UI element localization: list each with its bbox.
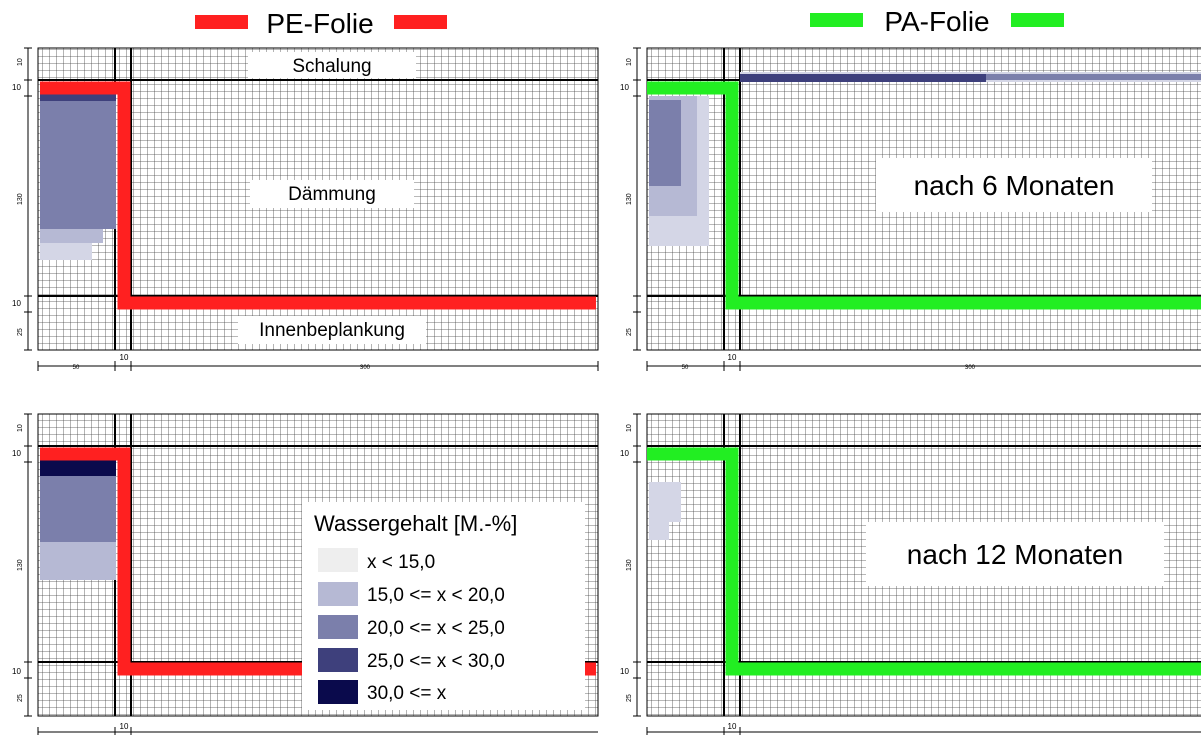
pe-foil-line xyxy=(40,81,596,310)
horizontal-dimension xyxy=(646,727,1201,735)
vertical-dimension xyxy=(633,413,641,717)
legend-label-5: 30,0 <= x xyxy=(367,683,447,704)
moisture-zone xyxy=(40,229,103,243)
horizontal-dimension xyxy=(37,727,598,735)
panel-pa-6-months: nach 6 Monaten 10 10 130 25 50 10 300 xyxy=(620,47,1201,371)
horizontal-dimension xyxy=(37,361,599,371)
dim-top-tick: 10 xyxy=(626,58,633,66)
legend-label-4: 25,0 <= x < 30,0 xyxy=(367,651,505,672)
dim-10: 10 xyxy=(620,449,629,458)
legend-label-3: 20,0 <= x < 25,0 xyxy=(367,618,505,639)
dim-10-lower: 10 xyxy=(12,299,21,308)
panel-pe-6-months: Schalung Dämmung Innenbeplankung 10 10 1… xyxy=(12,47,599,371)
formwork-label: Schalung xyxy=(292,56,371,77)
moisture-zone xyxy=(40,243,92,260)
dim-10-horizontal: 10 xyxy=(728,353,737,362)
dim-130: 130 xyxy=(17,559,24,571)
dim-50: 50 xyxy=(73,365,80,371)
insulation-label: Dämmung xyxy=(288,184,376,205)
panel-pa-12-months: nach 12 Monaten 10 10 130 10 25 10 xyxy=(620,413,1201,735)
dim-25: 25 xyxy=(626,694,633,702)
dim-25: 25 xyxy=(626,328,633,336)
header-pa-folie: PA-Folie xyxy=(810,6,1064,37)
horizontal-dimension xyxy=(646,361,1201,371)
legend-swatch-2 xyxy=(318,582,358,606)
dim-10-lower: 10 xyxy=(12,667,21,676)
dim-300: 300 xyxy=(360,365,371,371)
panel-pe-12-months: Wassergehalt [M.-%] x < 15,0 15,0 <= x <… xyxy=(12,413,599,735)
time-label-box xyxy=(866,522,1164,586)
legend-title: Wassergehalt [M.-%] xyxy=(314,511,517,536)
pa-header-bar-left xyxy=(810,13,863,27)
dim-10: 10 xyxy=(12,83,21,92)
time-label-12-months: nach 12 Monaten xyxy=(907,539,1123,570)
dim-25: 25 xyxy=(17,694,24,702)
dim-10: 10 xyxy=(12,449,21,458)
dim-10-horizontal: 10 xyxy=(120,722,129,731)
inner-boarding-label: Innenbeplankung xyxy=(259,320,405,341)
dim-top-tick: 10 xyxy=(626,424,633,432)
inner-boarding-label-box xyxy=(238,316,426,344)
formwork-label-box xyxy=(248,52,416,78)
legend-label-2: 15,0 <= x < 20,0 xyxy=(367,585,505,606)
time-label-6-months: nach 6 Monaten xyxy=(914,170,1115,201)
vertical-dimension xyxy=(633,47,641,351)
insulation-label-box xyxy=(250,180,414,208)
moisture-zone xyxy=(649,100,681,186)
legend-label-1: x < 15,0 xyxy=(367,552,435,573)
pa-header-bar-right xyxy=(1011,13,1064,27)
pa-foil-line xyxy=(647,447,1201,676)
dim-top-tick: 10 xyxy=(17,424,24,432)
dim-50: 50 xyxy=(682,365,689,371)
dim-top-tick: 10 xyxy=(17,58,24,66)
moisture-zone xyxy=(40,476,116,542)
moisture-zone xyxy=(40,542,116,580)
dim-10: 10 xyxy=(620,83,629,92)
dim-300: 300 xyxy=(965,365,976,371)
legend-swatch-4 xyxy=(318,648,358,672)
pa-foil-line xyxy=(647,81,1201,310)
legend-swatch-3 xyxy=(318,615,358,639)
pe-header-bar-left xyxy=(195,15,248,29)
dim-10-horizontal: 10 xyxy=(120,353,129,362)
moisture-zone xyxy=(649,522,669,540)
vertical-dimension xyxy=(24,47,32,351)
moisture-zone xyxy=(649,482,681,522)
dim-25: 25 xyxy=(17,328,24,336)
moisture-zone xyxy=(740,74,986,82)
pe-header-bar-right xyxy=(394,15,447,29)
legend: Wassergehalt [M.-%] x < 15,0 15,0 <= x <… xyxy=(302,502,585,710)
dim-130: 130 xyxy=(17,193,24,205)
dim-10-lower: 10 xyxy=(620,667,629,676)
legend-swatch-5 xyxy=(318,680,358,704)
pa-folie-title: PA-Folie xyxy=(884,6,989,37)
dim-10-horizontal: 10 xyxy=(728,722,737,731)
moisture-zone xyxy=(40,460,116,476)
legend-swatch-1 xyxy=(318,548,358,572)
header-pe-folie: PE-Folie xyxy=(195,8,447,39)
moisture-zone xyxy=(986,74,1201,80)
dim-130: 130 xyxy=(626,559,633,571)
moisture-zone xyxy=(40,94,116,101)
moisture-zone xyxy=(40,101,116,229)
vertical-dimension xyxy=(24,413,32,717)
dim-130: 130 xyxy=(626,193,633,205)
pe-folie-title: PE-Folie xyxy=(266,8,373,39)
time-label-box xyxy=(876,158,1152,212)
